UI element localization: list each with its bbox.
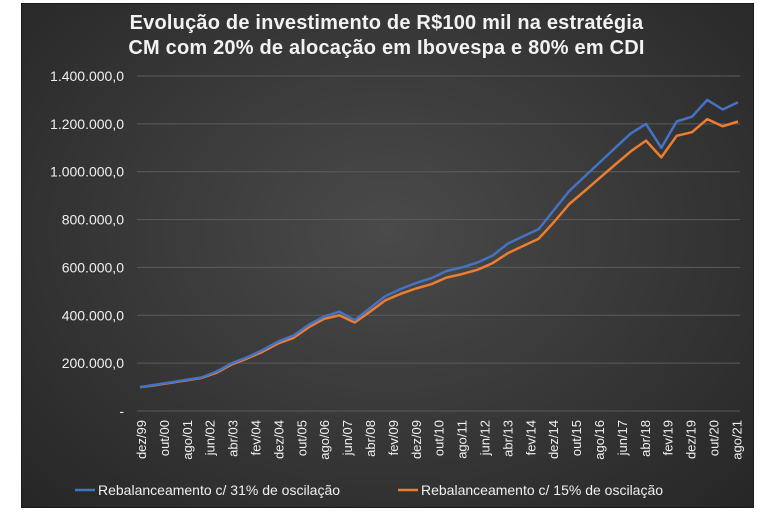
x-tick-label: jun/12 xyxy=(478,420,493,456)
x-tick-label: out/05 xyxy=(294,420,309,456)
x-tick-label: fev/19 xyxy=(661,420,676,455)
x-tick-label: jun/17 xyxy=(615,420,630,456)
chart-title-line-2: CM com 20% de alocação em Ibovespa e 80%… xyxy=(128,37,645,59)
legend-label-series-1: Rebalanceamento c/ 31% de oscilação xyxy=(98,482,340,498)
x-tick-label: jun/07 xyxy=(340,420,355,456)
x-tick-label: out/10 xyxy=(432,420,447,456)
x-axis-ticks: dez/99 out/00 ago/01 jun/02 abr/03 fev/04 dez/… xyxy=(134,420,744,460)
x-tick-label: ago/21 xyxy=(729,420,744,460)
x-tick-label: out/15 xyxy=(569,420,584,456)
x-tick-label: out/20 xyxy=(707,420,722,456)
x-tick-label: abr/13 xyxy=(500,420,515,457)
chart-title-line-1: Evolução de investimento de R$100 mil na… xyxy=(129,12,644,34)
x-tick-label: fev/14 xyxy=(523,420,538,455)
legend: Rebalanceamento c/ 31% de oscilação Reba… xyxy=(75,482,663,498)
series-line-2 xyxy=(139,117,739,389)
y-tick-label: 200.000,0 xyxy=(62,355,124,371)
x-tick-label: abr/18 xyxy=(638,420,653,457)
x-tick-label: dez/14 xyxy=(546,420,561,459)
x-tick-label: ago/06 xyxy=(317,420,332,460)
y-tick-label: - xyxy=(119,403,124,419)
x-tick-label: ago/16 xyxy=(592,420,607,460)
x-tick-label: fev/09 xyxy=(386,420,401,455)
x-tick-label: abr/03 xyxy=(226,420,241,457)
y-tick-label: 800.000,0 xyxy=(62,212,124,228)
y-tick-label: 1.000.000,0 xyxy=(50,164,124,180)
x-tick-label: dez/04 xyxy=(271,420,286,459)
x-tick-label: fev/04 xyxy=(249,420,264,455)
x-tick-label: abr/08 xyxy=(363,420,378,457)
legend-label-series-2: Rebalanceamento c/ 15% de oscilação xyxy=(421,482,663,498)
x-tick-label: dez/09 xyxy=(409,420,424,459)
series-line-1 xyxy=(139,98,739,389)
x-tick-label: out/00 xyxy=(157,420,172,456)
chart-frame xyxy=(21,3,754,508)
y-tick-label: 1.400.000,0 xyxy=(50,68,124,84)
y-axis-ticks: - 200.000,0 400.000,0 600.000,0 800.000,0 1.0… xyxy=(50,68,124,419)
gridlines xyxy=(137,75,740,412)
x-tick-label: dez/99 xyxy=(134,420,149,459)
series-lines xyxy=(139,98,739,389)
x-tick-label: ago/11 xyxy=(455,420,470,459)
y-tick-label: 1.200.000,0 xyxy=(50,116,124,132)
x-tick-label: jun/02 xyxy=(203,420,218,456)
x-tick-label: ago/01 xyxy=(180,420,195,460)
x-tick-label: dez/19 xyxy=(684,420,699,459)
y-tick-label: 600.000,0 xyxy=(62,259,124,275)
y-tick-label: 400.000,0 xyxy=(62,307,124,323)
